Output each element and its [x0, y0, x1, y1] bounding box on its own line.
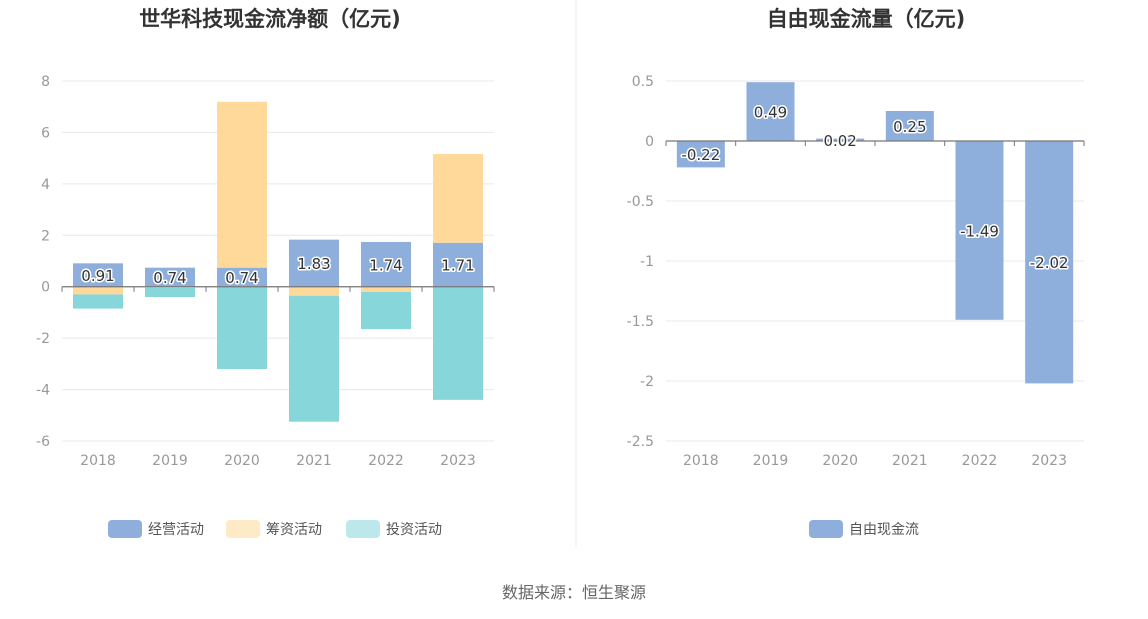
bar	[955, 141, 1004, 320]
legend-label: 自由现金流	[849, 522, 919, 538]
bar	[816, 138, 865, 141]
x-tick-label: 2022	[962, 453, 998, 469]
bar	[289, 286, 339, 296]
bar	[73, 286, 123, 295]
bar	[361, 241, 411, 287]
x-tick-label: 2022	[368, 453, 404, 469]
x-tick-label: 2019	[152, 453, 188, 469]
legend-label: 投资活动	[386, 522, 442, 538]
y-tick-label: -4	[36, 383, 50, 399]
y-tick-label: -2	[36, 331, 50, 347]
data-label: 0.91	[81, 267, 114, 285]
y-tick-label: 6	[41, 125, 50, 141]
y-tick-label: -6	[36, 434, 50, 450]
data-label: -0.22	[681, 146, 720, 164]
x-tick-label: 2023	[440, 453, 476, 469]
y-tick-label: -1.5	[627, 314, 654, 330]
x-tick-label: 2018	[683, 453, 719, 469]
x-tick-label: 2023	[1031, 453, 1067, 469]
bar	[145, 288, 195, 297]
data-label: 0.02	[823, 132, 856, 150]
legend-label: 筹资活动	[266, 521, 322, 538]
bar	[433, 154, 483, 243]
y-tick-label: -2.5	[627, 434, 654, 450]
bar	[746, 82, 795, 141]
x-tick-label: 2019	[753, 453, 789, 469]
chart-title: 自由现金流量（亿元)	[767, 7, 966, 31]
bar	[289, 239, 339, 287]
legend-swatch	[108, 520, 142, 538]
bar	[885, 111, 934, 141]
y-tick-label: -2	[640, 374, 654, 390]
data-label: -2.02	[1030, 254, 1069, 272]
x-tick-label: 2020	[224, 453, 260, 469]
legend-swatch	[809, 520, 843, 538]
y-tick-label: 0.5	[632, 74, 654, 90]
y-tick-label: -1	[640, 254, 654, 270]
y-tick-label: 0	[41, 280, 50, 296]
bar	[361, 286, 411, 292]
bar	[217, 267, 267, 287]
data-label: 1.83	[297, 255, 330, 273]
bar	[217, 101, 267, 268]
legend-swatch	[226, 520, 260, 538]
data-label: 1.74	[369, 256, 402, 274]
bar	[289, 295, 339, 422]
bar	[433, 286, 483, 400]
x-tick-label: 2021	[892, 453, 928, 469]
y-tick-label: 4	[41, 177, 50, 193]
legend-swatch	[346, 520, 380, 538]
bar	[1025, 141, 1074, 384]
data-label: 0.49	[754, 104, 787, 122]
data-label: 1.71	[441, 257, 474, 275]
bar	[145, 286, 195, 289]
source-text: 数据来源：恒生聚源	[502, 583, 646, 602]
data-label: -1.49	[960, 222, 999, 240]
x-tick-label: 2021	[296, 453, 332, 469]
bar	[73, 294, 123, 309]
y-tick-label: 8	[41, 74, 50, 90]
bar	[145, 267, 195, 287]
bar	[217, 286, 267, 369]
net-cash-flow-chart: 世华科技现金流净额（亿元) -6 -4 -2 0 2 4 6 8 2018 2019 2020 2021…	[36, 7, 495, 538]
data-label: 0.74	[153, 269, 186, 287]
bar	[433, 242, 483, 287]
bar	[361, 291, 411, 330]
data-label: 0.25	[893, 118, 926, 136]
legend-label: 经营活动	[148, 522, 204, 538]
data-label: 0.74	[225, 269, 258, 287]
y-tick-label: 2	[41, 228, 50, 244]
bar	[676, 141, 725, 168]
y-tick-label: -0.5	[627, 194, 654, 210]
bar	[73, 263, 123, 287]
x-tick-label: 2020	[822, 453, 858, 469]
x-tick-label: 2018	[80, 453, 116, 469]
y-tick-label: 0	[645, 134, 654, 150]
chart-title: 世华科技现金流净额（亿元)	[139, 7, 401, 31]
free-cash-flow-chart: 自由现金流量（亿元) -2.5 -2 -1.5 -1 -0.5 0 0.5 2018 2019 20…	[627, 7, 1085, 538]
